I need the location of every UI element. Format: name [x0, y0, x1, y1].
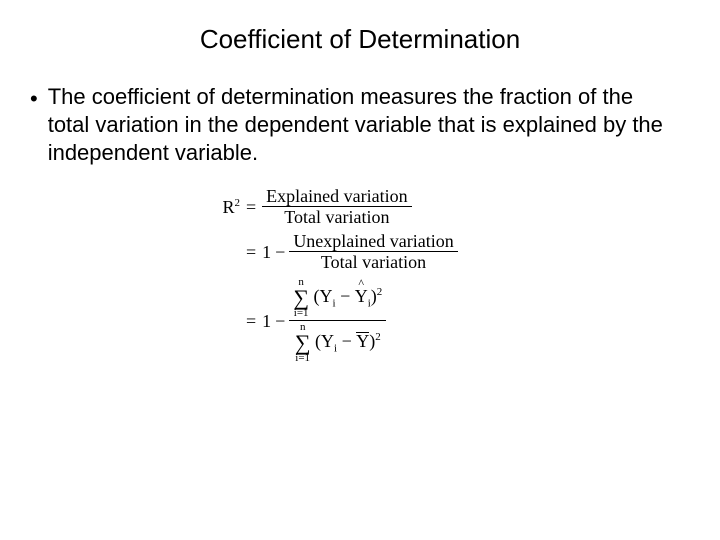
formula-line-3: = 1 − n ∑ i=1 (Yi − ^Yi)2 n: [180, 277, 680, 364]
fraction-1: Explained variation Total variation: [262, 187, 411, 226]
fraction-3-numerator: n ∑ i=1 (Yi − ^Yi)2: [289, 277, 386, 319]
squared-sup: 2: [377, 286, 383, 298]
num-expression: (Yi − ^Yi)2: [314, 286, 383, 306]
y-bar: Y: [356, 332, 369, 350]
sum-lower: i=1: [294, 308, 309, 319]
open-paren: (Y: [314, 286, 333, 306]
squared-sup: 2: [375, 331, 381, 343]
slide: Coefficient of Determination • The coeff…: [0, 0, 720, 540]
open-paren: (Y: [315, 331, 334, 351]
equals-sign: =: [246, 243, 256, 261]
summation-icon: n ∑ i=1: [295, 322, 311, 364]
one-constant: 1: [262, 243, 271, 261]
formula-block: R2 = Explained variation Total variation…: [180, 187, 680, 364]
bullet-item: • The coefficient of determination measu…: [30, 83, 680, 167]
y-hat: ^Y: [355, 287, 368, 305]
fraction-3: n ∑ i=1 (Yi − ^Yi)2 n ∑ i=1: [289, 277, 386, 364]
summation-icon: n ∑ i=1: [293, 277, 309, 319]
equals-sign: =: [246, 312, 256, 330]
minus-inline: −: [336, 286, 355, 306]
minus-sign: −: [275, 243, 285, 261]
fraction-2-denominator: Total variation: [317, 253, 430, 271]
bullet-marker-icon: •: [30, 85, 38, 113]
formula-line-1: R2 = Explained variation Total variation: [180, 187, 680, 226]
slide-title: Coefficient of Determination: [40, 24, 680, 55]
formula-lhs: R2: [180, 198, 240, 216]
fraction-1-numerator: Explained variation: [262, 187, 411, 205]
equals-sign: =: [246, 198, 256, 216]
sum-lower: i=1: [295, 353, 310, 364]
fraction-2: Unexplained variation Total variation: [289, 232, 457, 271]
minus-sign: −: [275, 312, 285, 330]
fraction-3-denominator: n ∑ i=1 (Yi − Y)2: [291, 322, 385, 364]
formula-line-2: = 1 − Unexplained variation Total variat…: [180, 232, 680, 271]
sigma-icon: ∑: [295, 333, 311, 353]
fraction-2-numerator: Unexplained variation: [289, 232, 457, 250]
bullet-text: The coefficient of determination measure…: [48, 83, 680, 167]
sigma-icon: ∑: [293, 288, 309, 308]
minus-inline: −: [337, 331, 356, 351]
hat-icon: ^: [358, 277, 364, 289]
r-symbol: R: [222, 197, 234, 217]
fraction-1-denominator: Total variation: [280, 208, 393, 226]
r-squared-sup: 2: [235, 197, 241, 209]
one-constant: 1: [262, 312, 271, 330]
den-expression: (Yi − Y)2: [315, 331, 381, 351]
